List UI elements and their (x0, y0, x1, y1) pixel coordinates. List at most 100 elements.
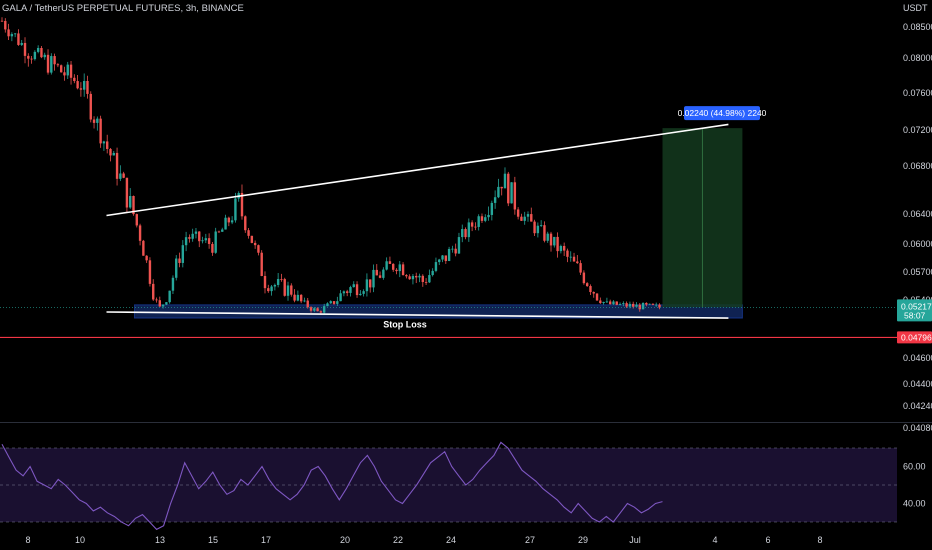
zones-layer (134, 128, 743, 319)
candle-body (457, 237, 461, 254)
candle-body (477, 216, 480, 227)
candle-body (572, 256, 576, 262)
candle-body (56, 64, 60, 66)
candle-body (92, 119, 96, 123)
candle-body (86, 80, 89, 94)
candle-body (454, 248, 457, 254)
candle-body (398, 264, 401, 272)
candle-body (556, 236, 559, 252)
last-price-value: 0.05217 (901, 301, 932, 311)
candle-body (595, 293, 599, 301)
candle-body (263, 275, 267, 289)
candle-body (612, 301, 615, 305)
candle-body (349, 287, 352, 293)
candle-body (20, 42, 23, 45)
candle-body (82, 80, 86, 90)
candle-body (345, 291, 349, 293)
rsi-pane (0, 441, 897, 531)
candle-body (599, 300, 602, 304)
candle-body (408, 276, 411, 280)
candle-body (526, 214, 530, 217)
time-tick-label: Jul (629, 535, 641, 545)
candle-body (500, 186, 503, 189)
candle-body (201, 240, 204, 242)
candle-body (372, 269, 375, 288)
candle-body (507, 173, 510, 204)
candle-body (589, 286, 592, 293)
candle-body (217, 231, 221, 233)
candle-body (132, 196, 135, 215)
measurement-label[interactable]: 0.02240 (44.98%) 2240 (678, 106, 767, 121)
candle-body (326, 303, 329, 307)
candle-body (523, 216, 526, 221)
candle-body (168, 290, 171, 303)
candle-body (516, 209, 520, 217)
candle-body (388, 261, 392, 264)
upper-trendline[interactable] (106, 123, 729, 217)
candle-body (467, 222, 471, 238)
stop-loss-value: 0.04796 (901, 332, 932, 342)
candle-body (313, 308, 316, 311)
candle-body (207, 238, 211, 244)
candle-body (106, 141, 109, 149)
candle-body (464, 229, 467, 238)
candle-body (461, 229, 464, 238)
candle-body (214, 231, 217, 253)
candle-body (392, 263, 395, 270)
candle-body (181, 245, 185, 263)
candle-body (63, 72, 66, 76)
candle-body (395, 269, 398, 272)
candle-body (316, 308, 319, 312)
time-axis[interactable]: 8 10 13 15 17 20 22 24 27 29 Jul 4 6 8 (25, 535, 822, 545)
candle-body (115, 152, 119, 179)
candle-body (112, 152, 115, 156)
candle-body (651, 303, 655, 305)
candle-body (125, 177, 129, 208)
candle-body (79, 88, 83, 90)
candle-body (648, 303, 651, 305)
candle-body (655, 304, 658, 306)
time-tick-label: 15 (208, 535, 218, 545)
support-zone[interactable] (134, 304, 743, 319)
candle-body (194, 231, 198, 234)
candle-body (336, 301, 339, 304)
candle-body (46, 54, 50, 73)
last-price-tag-box (897, 299, 932, 322)
candle-body (497, 186, 500, 198)
time-tick-label: 27 (525, 535, 535, 545)
candle-body (362, 291, 365, 294)
candle-body (96, 118, 99, 123)
candle-body (576, 261, 579, 264)
candle-body (615, 301, 618, 305)
candle-body (322, 306, 326, 313)
lower-trendline[interactable] (106, 311, 729, 319)
candle-body (23, 42, 27, 56)
candle-body (36, 47, 40, 52)
candle-body (135, 214, 138, 226)
candle-body (234, 198, 237, 221)
time-tick-label: 10 (75, 535, 85, 545)
candle-body (444, 255, 448, 261)
candle-body (102, 141, 106, 144)
candle-body (434, 262, 438, 271)
candle-body (66, 64, 69, 76)
candle-body (138, 225, 142, 241)
candle-body (641, 302, 645, 310)
candlestick-series (0, 17, 661, 315)
measurement-text: 0.02240 (44.98%) 2240 (678, 108, 767, 118)
candle-body (69, 64, 73, 78)
candle-body (244, 216, 247, 231)
candle-body (418, 275, 421, 278)
rsi-line (1, 441, 663, 531)
candle-body (89, 93, 92, 120)
candle-body (375, 269, 378, 276)
candle-body (569, 256, 572, 258)
candle-body (7, 29, 10, 37)
candle-body (230, 220, 234, 223)
candle-body (227, 217, 231, 223)
